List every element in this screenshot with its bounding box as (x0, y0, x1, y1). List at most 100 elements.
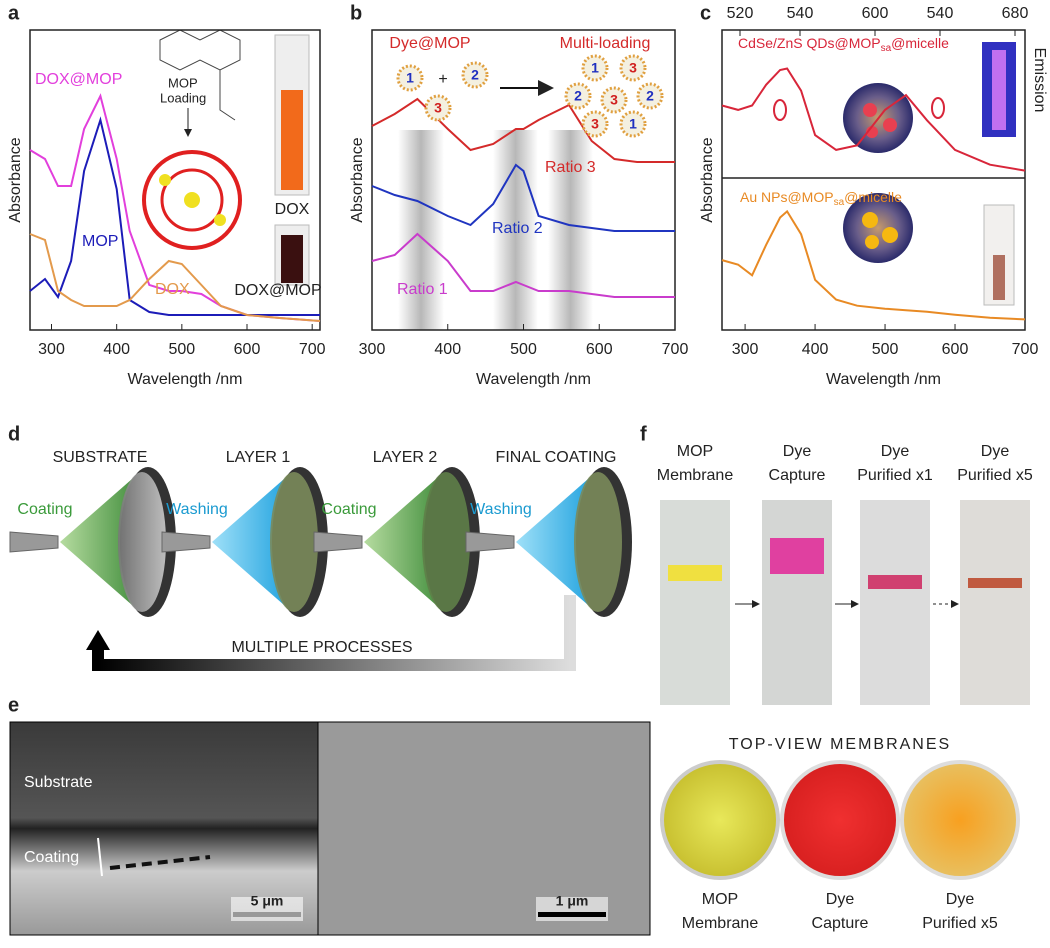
membrane-label: MOP (702, 891, 738, 908)
top-tick-label: 520 (727, 5, 754, 22)
panel-label: a (8, 2, 20, 24)
x-tick-label: 400 (434, 341, 461, 358)
particle (564, 82, 592, 110)
label: Coating (24, 849, 79, 866)
panel-label: b (350, 2, 362, 24)
x-tick-label: 600 (234, 341, 261, 358)
membrane-label: Dye (826, 891, 855, 908)
y-axis-label: Absorbance (699, 137, 716, 222)
particle-number: 1 (629, 116, 637, 132)
panel-c-art (773, 42, 1016, 306)
particle (619, 54, 647, 82)
series-name: CdSe/ZnS QDs@MOP (738, 35, 881, 51)
y2-axis-label: Emission (1031, 48, 1048, 113)
step-title: FINAL COATING (496, 449, 617, 466)
tube-label: Dye (783, 443, 812, 460)
disk (422, 472, 470, 612)
x-tick-label: 600 (586, 341, 613, 358)
x-axis-label: Wavelength /nm (826, 371, 941, 388)
tube-label: Dye (881, 443, 910, 460)
panel-label: d (8, 423, 20, 445)
action-label: Washing (470, 501, 532, 518)
nozzle (313, 531, 363, 553)
particle-number: 2 (646, 88, 654, 104)
label: Loading (160, 90, 206, 105)
label: 1 μm (556, 893, 589, 909)
x-tick-label: 700 (662, 341, 689, 358)
particle-number: 2 (574, 88, 582, 104)
series-label: Ratio 2 (492, 220, 543, 237)
series-line (721, 209, 1026, 321)
membrane-label: Dye (946, 891, 975, 908)
x-axis-label: Wavelength /nm (476, 371, 591, 388)
series-label: DOX (155, 281, 190, 298)
spray-cone (60, 472, 140, 612)
particle-number: 3 (591, 116, 599, 132)
x-axis-label: Wavelength /nm (127, 371, 242, 388)
panel-f-art (660, 500, 1030, 880)
top-tick-label: 540 (787, 5, 814, 22)
nozzle (9, 531, 59, 553)
loop-arrowhead (86, 630, 110, 650)
tube-label: Capture (769, 467, 826, 484)
spray-cone (516, 472, 596, 612)
x-tick-label: 400 (802, 341, 829, 358)
x-tick-label: 600 (942, 341, 969, 358)
x-tick-label: 300 (732, 341, 759, 358)
series-line (371, 97, 675, 163)
series-name: Au NPs@MOP (740, 189, 834, 205)
label: Multi-loading (560, 35, 651, 52)
particle-number: 2 (471, 67, 479, 83)
x-tick-label: 700 (1012, 341, 1039, 358)
series-label: CdSe/ZnS QDs@MOPsa@micelle (738, 35, 949, 54)
top-tick-label: 540 (927, 5, 954, 22)
disk (270, 472, 318, 612)
series-name: Ratio 1 (397, 281, 448, 298)
series-name-end: @micelle (844, 189, 902, 205)
series-name-sub: sa (834, 197, 845, 208)
tube-label: MOP (677, 443, 713, 460)
series-name: Ratio 2 (492, 220, 543, 237)
panel-b-art (398, 80, 593, 330)
series-name-sub: sa (881, 43, 892, 54)
panel-d-art (9, 467, 632, 671)
x-tick-label: 500 (168, 341, 195, 358)
label: Substrate (24, 774, 93, 791)
label: + (438, 71, 447, 88)
series-name: MOP (82, 233, 118, 250)
label: MOP (168, 75, 198, 90)
section-title: TOP-VIEW MEMBRANES (729, 736, 951, 753)
membrane-label: Capture (812, 915, 869, 932)
top-tick-label: 600 (862, 5, 889, 22)
series-name: Ratio 3 (545, 159, 596, 176)
particle (581, 110, 609, 138)
particle (636, 82, 664, 110)
panel-label: f (640, 423, 647, 445)
action-label: Coating (17, 501, 72, 518)
particle (619, 110, 647, 138)
series-line (721, 67, 1026, 172)
series-label: DOX@MOP (35, 71, 122, 88)
panel-e-art (9, 721, 651, 936)
particle-number: 3 (610, 92, 618, 108)
step-title: LAYER 1 (226, 449, 291, 466)
action-label: Coating (321, 501, 376, 518)
y-axis-label: Absorbance (7, 137, 24, 222)
series-label: Ratio 1 (397, 281, 448, 298)
particle-number: 3 (629, 60, 637, 76)
particle-number: 1 (406, 70, 414, 86)
tube-label: Membrane (657, 467, 734, 484)
nozzle (465, 531, 515, 553)
action-label: Washing (166, 501, 228, 518)
disk (118, 472, 166, 612)
particle-number: 3 (434, 100, 442, 116)
x-tick-label: 500 (872, 341, 899, 358)
panel-label: c (700, 2, 711, 24)
series-name: DOX (155, 281, 190, 298)
x-tick-label: 400 (103, 341, 130, 358)
membrane-label: Membrane (682, 915, 759, 932)
tube-label: Dye (981, 443, 1010, 460)
series-name: DOX@MOP (35, 71, 122, 88)
label: Dye@MOP (389, 35, 470, 52)
